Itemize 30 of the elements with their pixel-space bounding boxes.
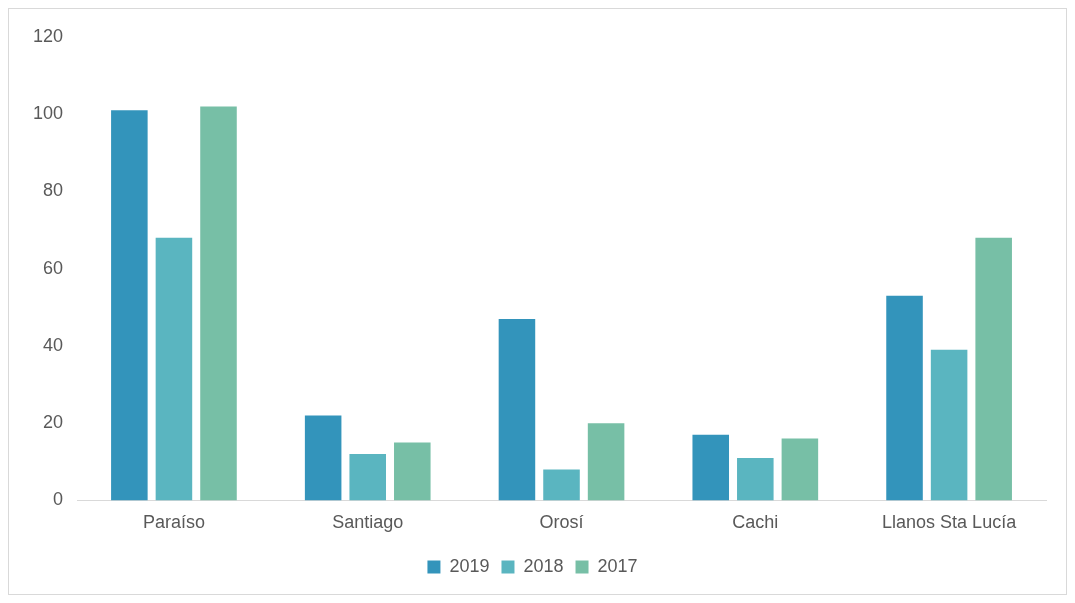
y-tick-label: 100 xyxy=(32,103,64,124)
bar xyxy=(394,442,431,501)
bar xyxy=(349,454,386,501)
bar xyxy=(930,349,968,501)
bar xyxy=(111,110,148,501)
bar xyxy=(498,318,536,501)
y-tick-label: 80 xyxy=(43,180,64,201)
bar xyxy=(781,438,819,501)
bar xyxy=(304,415,342,501)
bar xyxy=(975,237,1012,501)
x-tick-label: Cachi xyxy=(732,512,779,533)
x-tick-label: Orosí xyxy=(539,512,584,533)
bar xyxy=(543,469,580,501)
bar xyxy=(587,423,625,501)
legend-label: 2018 xyxy=(523,555,564,576)
x-tick-label: Santiago xyxy=(332,512,404,533)
bar xyxy=(200,106,237,501)
legend-label: 2017 xyxy=(597,555,638,576)
bar xyxy=(886,295,923,501)
bar xyxy=(737,457,774,501)
legend-label: 2019 xyxy=(449,555,490,576)
y-tick-label: 40 xyxy=(43,334,64,355)
y-tick-label: 20 xyxy=(43,412,64,433)
y-tick-label: 60 xyxy=(43,257,64,278)
bar xyxy=(155,237,193,501)
x-tick-label: Llanos Sta Lucía xyxy=(882,512,1018,533)
x-tick-label: Paraíso xyxy=(142,512,205,533)
bar xyxy=(692,434,730,501)
y-tick-label: 0 xyxy=(53,489,64,510)
y-tick-label: 120 xyxy=(32,25,64,46)
